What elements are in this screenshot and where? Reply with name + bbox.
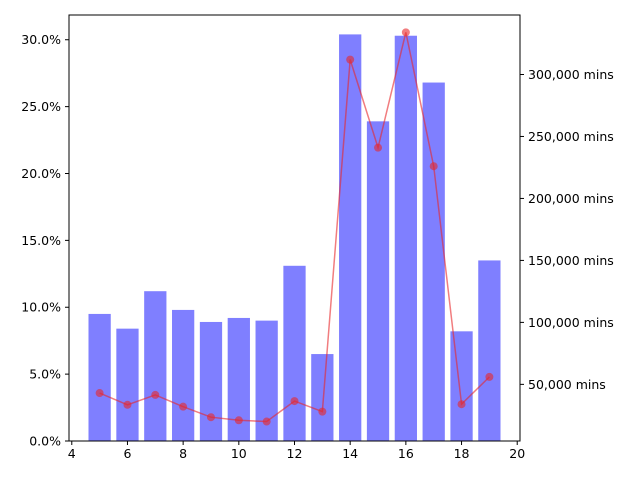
line-point <box>123 400 132 409</box>
y-right-tick-label: 50,000 mins <box>528 377 606 392</box>
y-right-tick-label: 100,000 mins <box>528 315 614 330</box>
y-left-tick-label: 0.0% <box>29 434 61 449</box>
line-point <box>179 402 188 411</box>
bar <box>478 260 501 441</box>
line-point <box>290 397 299 406</box>
y-right-tick-label: 150,000 mins <box>528 253 614 268</box>
line-point <box>401 28 410 37</box>
line-point <box>234 416 243 425</box>
line-point <box>262 417 271 426</box>
y-right-tick-label: 200,000 mins <box>528 191 614 206</box>
y-left-tick-label: 20.0% <box>21 166 61 181</box>
bar <box>339 34 362 441</box>
bar <box>311 354 334 441</box>
line-point <box>457 400 466 409</box>
bar <box>116 328 139 441</box>
line-point <box>346 55 355 64</box>
bar <box>450 331 473 441</box>
line-point <box>151 390 160 399</box>
bar <box>366 121 390 441</box>
bar <box>283 265 306 441</box>
bar <box>227 317 250 441</box>
line-point <box>485 372 494 381</box>
bar <box>144 291 167 441</box>
x-tick-label: 12 <box>287 446 303 461</box>
line-layer <box>95 28 494 426</box>
y-right-tick-label: 250,000 mins <box>528 129 614 144</box>
y-left-tick-label: 10.0% <box>21 300 61 315</box>
bar <box>172 309 195 441</box>
x-tick-label: 8 <box>179 446 187 461</box>
line-point <box>318 407 327 416</box>
line-point <box>374 143 383 152</box>
bars-layer <box>88 34 501 441</box>
axes-layer: 4 6 8 10 12 14 16 18 20 0.0% 5.0% 10.0% 15.0% 20.0% 25… <box>21 14 614 461</box>
y-left-tick-label: 15.0% <box>21 233 61 248</box>
x-tick-label: 4 <box>68 446 76 461</box>
line-point <box>206 413 215 422</box>
x-tick-label: 20 <box>509 446 525 461</box>
bar <box>199 321 223 441</box>
x-tick-label: 14 <box>342 446 358 461</box>
x-tick-label: 16 <box>398 446 414 461</box>
bar <box>255 320 278 441</box>
bar <box>394 35 417 441</box>
y-right-tick-label: 300,000 mins <box>528 67 614 82</box>
x-tick-label: 6 <box>123 446 131 461</box>
x-tick-label: 18 <box>454 446 470 461</box>
y-left-tick-label: 25.0% <box>21 99 61 114</box>
bar <box>88 313 111 441</box>
bar <box>422 82 445 441</box>
y-left-tick-label: 30.0% <box>21 32 61 47</box>
x-tick-label: 10 <box>231 446 247 461</box>
line-point <box>95 389 104 398</box>
line-point <box>429 162 438 171</box>
y-left-tick-label: 5.0% <box>29 367 61 382</box>
